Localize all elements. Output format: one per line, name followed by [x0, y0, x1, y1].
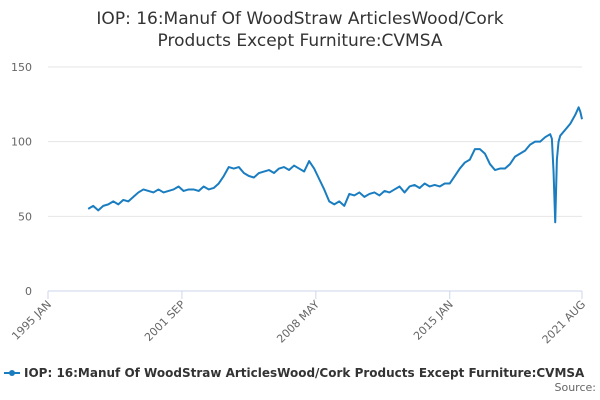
chart-title: IOP: 16:Manuf Of WoodStraw ArticlesWood/…	[96, 9, 504, 51]
source: Source:	[555, 381, 597, 394]
y-tick-label: 0	[25, 285, 32, 298]
x-tick-label: 1995 JAN	[9, 298, 54, 343]
y-tick-label: 50	[18, 210, 32, 223]
x-tick-label: 2021 AUG	[540, 298, 589, 347]
x-tick-label: 2015 JAN	[411, 298, 456, 343]
legend-label: IOP: 16:Manuf Of WoodStraw ArticlesWood/…	[24, 366, 585, 380]
x-tick-label: 2008 MAY	[274, 298, 322, 346]
series-line	[87, 106, 583, 224]
legend-marker	[9, 370, 15, 376]
y-tick-label: 100	[11, 136, 32, 149]
y-tick-label: 150	[11, 61, 32, 74]
x-tick-label: 2001 SEP	[142, 298, 188, 344]
